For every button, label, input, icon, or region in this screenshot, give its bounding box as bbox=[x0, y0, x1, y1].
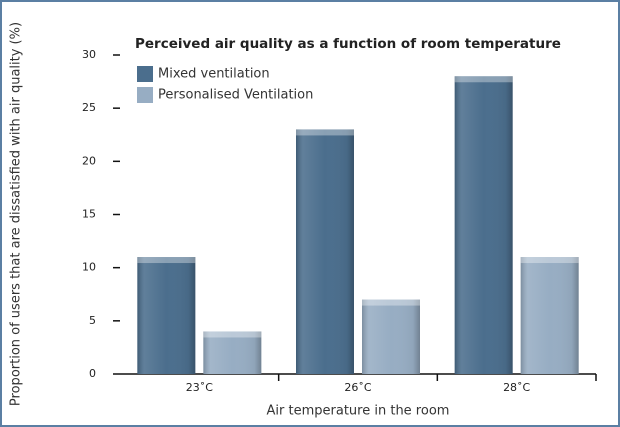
bar-shade bbox=[296, 129, 354, 374]
bar-shade bbox=[454, 76, 513, 375]
y-axis-label: Proportion of users that are dissatisfie… bbox=[9, 22, 24, 406]
bar-cap bbox=[362, 299, 420, 306]
y-tick-label: 10 bbox=[82, 261, 96, 274]
bar-shade bbox=[137, 257, 196, 374]
bar-cap bbox=[454, 76, 513, 83]
bar-shade bbox=[203, 331, 262, 374]
legend-swatch bbox=[137, 66, 153, 82]
chart-title: Perceived air quality as a function of r… bbox=[135, 36, 561, 52]
bar-cap bbox=[520, 257, 579, 264]
y-tick-label: 5 bbox=[89, 314, 96, 327]
y-tick-label: 25 bbox=[82, 101, 96, 114]
bar-cap bbox=[203, 331, 262, 338]
bar-cap bbox=[296, 129, 354, 136]
x-tick-label: 23˚C bbox=[186, 381, 213, 394]
x-tick-label: 28˚C bbox=[503, 381, 530, 394]
y-tick-label: 0 bbox=[89, 367, 96, 380]
legend-swatch bbox=[137, 87, 153, 103]
y-tick-label: 30 bbox=[82, 48, 96, 61]
bar-cap bbox=[137, 257, 196, 264]
legend-label: Personalised Ventilation bbox=[158, 88, 313, 103]
x-axis-label: Air temperature in the room bbox=[267, 404, 450, 419]
bar-shade bbox=[520, 257, 579, 374]
x-tick-label: 26˚C bbox=[344, 381, 371, 394]
bar-shade bbox=[362, 299, 420, 374]
y-tick-label: 15 bbox=[82, 208, 96, 221]
y-tick-label: 20 bbox=[82, 154, 96, 167]
legend-label: Mixed ventilation bbox=[158, 67, 270, 82]
